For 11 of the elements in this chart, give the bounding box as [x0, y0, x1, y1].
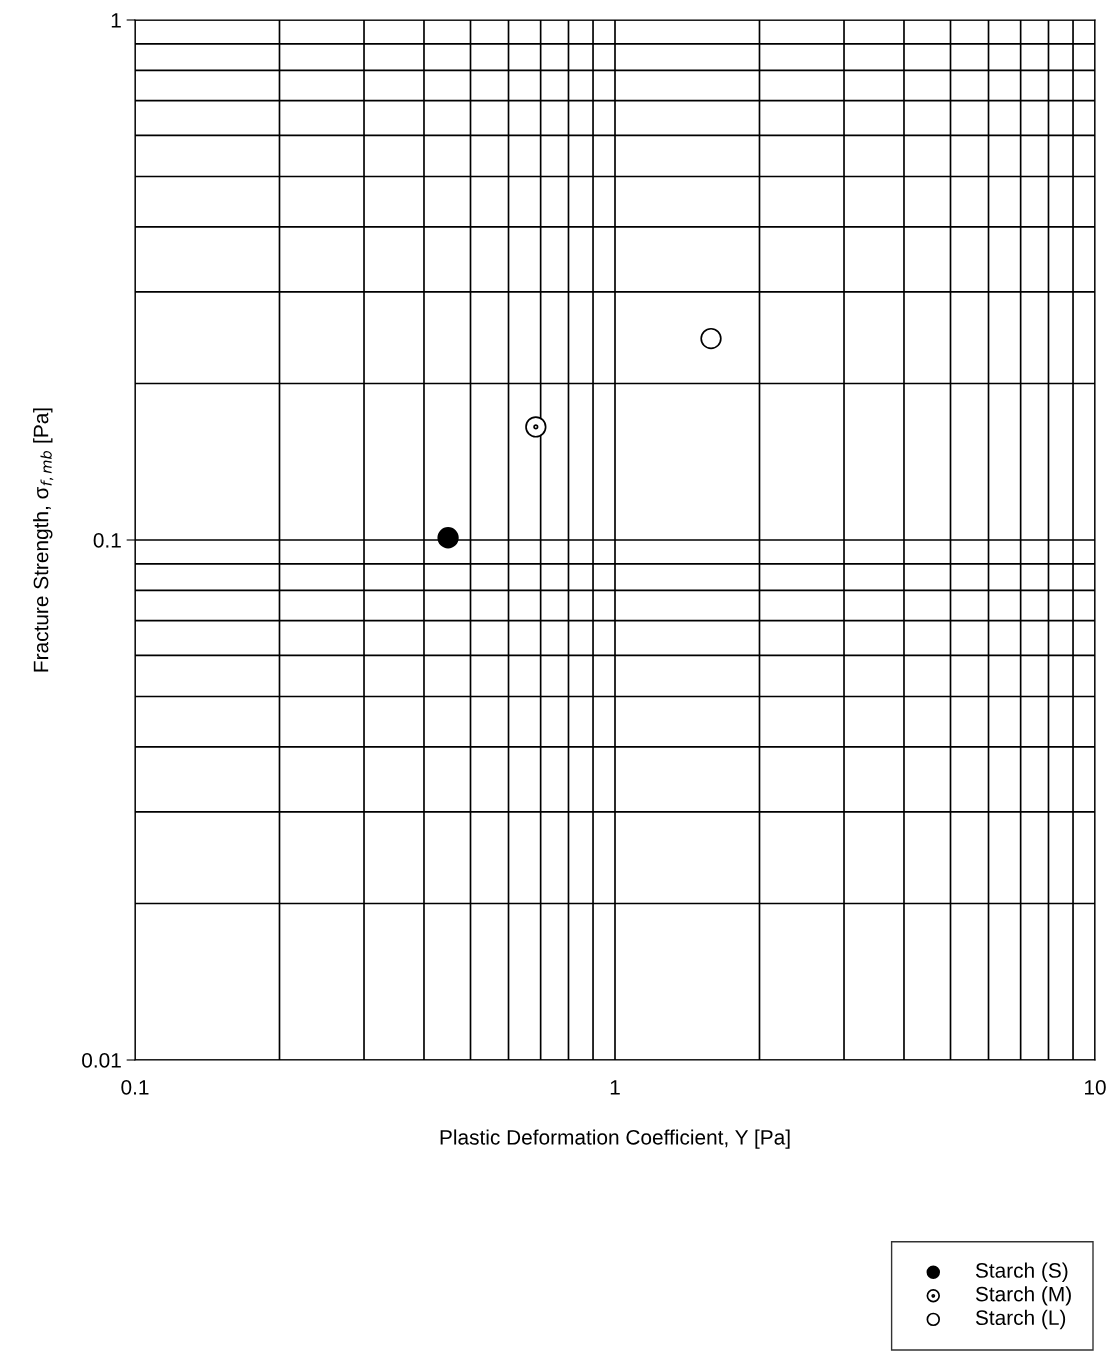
- y-tick-label: 0.01: [82, 1053, 121, 1068]
- legend-label: Starch (M): [975, 1286, 1071, 1306]
- y-axis-title: Fracture Strength, σ$_{f,mb}$ [Pa]: [33, 408, 54, 672]
- y-tick-label: 1: [111, 13, 121, 28]
- legend-label: Starch (S): [975, 1262, 1068, 1282]
- x-axis-title: Plastic Deformation Coefficient, Y [Pa]: [440, 1129, 790, 1149]
- legend-label: Starch (L): [975, 1309, 1066, 1330]
- x-tick-label: 1: [610, 1080, 620, 1095]
- x-tick-label: 10: [1085, 1079, 1106, 1095]
- x-tick-label: 0.1: [121, 1079, 149, 1095]
- y-tick-label: 0.1: [93, 533, 121, 548]
